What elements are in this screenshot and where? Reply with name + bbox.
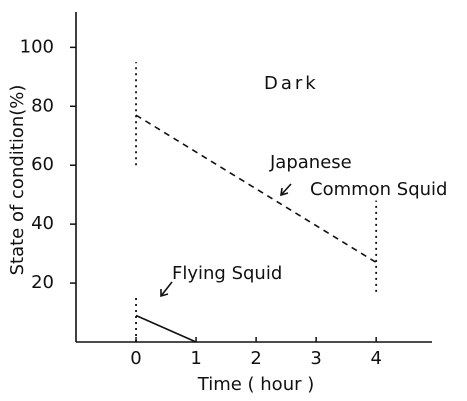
- x-axis-title: Time ( hour ): [197, 374, 315, 395]
- x-tick-label: 2: [250, 348, 261, 369]
- y-tick-label: 60: [31, 154, 54, 175]
- annotation-arrowhead: [160, 289, 169, 298]
- x-tick-label: 1: [190, 348, 201, 369]
- y-tick-label: 20: [31, 272, 54, 293]
- y-axis-title: State of condition(%): [7, 85, 28, 276]
- annotation: Flying Squid: [172, 263, 282, 284]
- y-tick-label: 80: [31, 95, 54, 116]
- annotation-arrowhead: [280, 187, 289, 197]
- series-line: [135, 114, 377, 264]
- annotation-arrow: [280, 183, 292, 196]
- annotation: Common Squid: [310, 179, 447, 200]
- annotation: Japanese: [269, 152, 352, 173]
- y-tick-label: 100: [20, 36, 54, 57]
- y-tick-label: 40: [31, 213, 54, 234]
- x-tick-label: 0: [130, 348, 141, 369]
- annotation: Dark: [264, 73, 319, 94]
- annotation-arrow: [160, 281, 173, 297]
- series-line: [135, 314, 197, 343]
- x-tick-label: 4: [370, 348, 381, 369]
- x-tick-label: 3: [310, 348, 321, 369]
